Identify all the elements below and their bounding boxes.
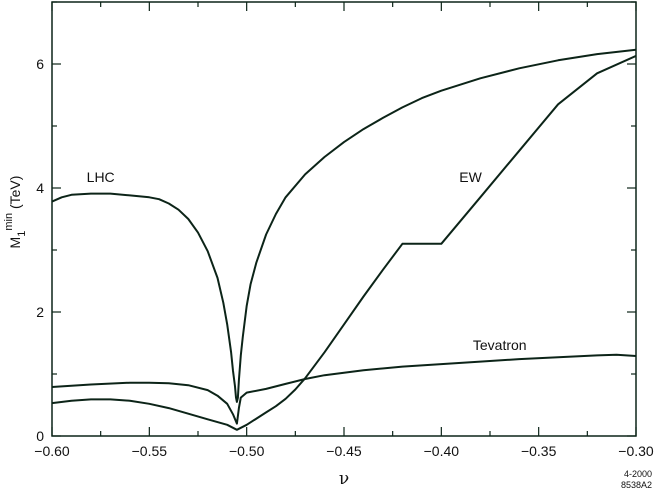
x-tick-label: −0.40: [424, 443, 460, 459]
series-labels: LHC EW Tevatron: [87, 169, 527, 353]
series-label-tevatron: Tevatron: [473, 337, 527, 353]
series-line-tevatron: [51, 353, 637, 425]
x-tick-label: −0.45: [326, 443, 362, 459]
series-label-lhc: LHC: [87, 169, 115, 185]
axis-ticks: [51, 1, 637, 437]
y-axis-label-subscript: 1: [16, 231, 28, 237]
y-axis-label: M1min (TeV): [3, 176, 28, 249]
y-axis-label-superscript: min: [3, 213, 15, 231]
x-tick-label: −0.50: [229, 443, 265, 459]
y-axis-label-base: M: [7, 237, 23, 249]
x-tick-label: −0.35: [521, 443, 557, 459]
x-tick-label: −0.60: [34, 443, 70, 459]
y-tick-label: 4: [36, 180, 44, 196]
y-tick-label: 6: [36, 56, 44, 72]
footnote-date: 4-2000: [624, 469, 652, 479]
y-axis-label-unit: (TeV): [7, 176, 23, 209]
footnote-code: 8538A2: [621, 480, 652, 490]
y-tick-label: 2: [36, 304, 44, 320]
x-axis-label: ν: [339, 469, 349, 489]
series-line-lhc: [51, 48, 637, 403]
series-label-ew: EW: [459, 169, 482, 185]
plot-frame: [51, 1, 637, 437]
series-curves: [51, 48, 637, 431]
y-tick-labels: 0 2 4 6: [36, 56, 44, 444]
y-tick-label: 0: [36, 428, 44, 444]
x-tick-labels: −0.60 −0.55 −0.50 −0.45 −0.40 −0.35 −0.30: [34, 443, 654, 459]
x-tick-label: −0.30: [618, 443, 654, 459]
x-tick-label: −0.55: [132, 443, 168, 459]
series-line-ew: [51, 54, 637, 431]
